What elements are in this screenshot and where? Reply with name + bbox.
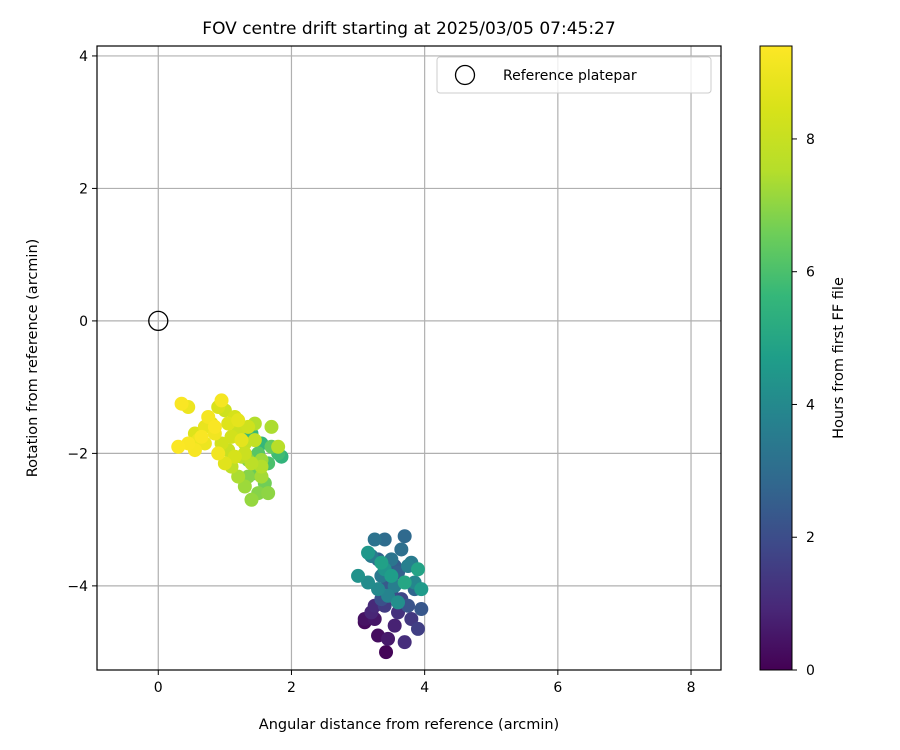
data-point (217, 456, 232, 471)
data-point (414, 602, 429, 617)
data-point (410, 621, 425, 636)
x-tick-label: 4 (420, 680, 429, 696)
legend-hollow-circle-icon (454, 64, 476, 86)
data-point (244, 492, 259, 507)
y-tick-label: 2 (79, 181, 88, 197)
colorbar-tick-label: 0 (806, 663, 815, 679)
data-point (211, 446, 226, 461)
colorbar-tick-label: 4 (806, 397, 815, 413)
data-point (371, 582, 386, 597)
plot-area (97, 46, 721, 670)
x-axis-label: Angular distance from reference (arcmin) (259, 717, 559, 733)
legend-label: Reference platepar (503, 68, 637, 84)
data-point (367, 532, 382, 547)
data-point (381, 631, 396, 646)
chart-title: FOV centre drift starting at 2025/03/05 … (202, 19, 615, 39)
x-axis-ticks: 0 2 4 6 8 (154, 670, 696, 696)
data-point (381, 588, 396, 603)
data-point (174, 396, 189, 411)
x-tick-label: 6 (553, 680, 562, 696)
data-point (397, 635, 412, 650)
data-point (214, 393, 229, 408)
colorbar-tick-label: 2 (806, 530, 815, 546)
data-point (264, 419, 279, 434)
colorbar-tick-label: 8 (806, 132, 815, 148)
data-point (391, 605, 406, 620)
y-tick-label: −4 (67, 579, 88, 595)
x-tick-label: 2 (287, 680, 296, 696)
data-point (410, 562, 425, 577)
data-point (397, 575, 412, 590)
data-point (234, 433, 249, 448)
legend-box (436, 56, 712, 94)
data-point (261, 486, 276, 501)
data-point (271, 439, 286, 454)
data-point (231, 469, 246, 484)
y-tick-label: −2 (67, 446, 88, 462)
data-point (397, 529, 412, 544)
y-tick-label: 0 (79, 314, 88, 330)
data-point (379, 645, 394, 660)
data-point (404, 611, 419, 626)
data-point (194, 429, 209, 444)
x-tick-label: 0 (154, 680, 163, 696)
data-point (207, 419, 222, 434)
colorbar-gradient (759, 45, 793, 671)
data-point (384, 568, 399, 583)
data-point (351, 568, 366, 583)
reference-platepar-marker (148, 310, 169, 332)
x-tick-label: 8 (687, 680, 696, 696)
data-point (254, 469, 269, 484)
data-point (387, 618, 402, 633)
data-point (391, 595, 406, 610)
data-point (414, 582, 429, 597)
data-point (361, 545, 376, 560)
data-point (394, 542, 409, 557)
data-point (237, 479, 252, 494)
legend: Reference platepar (436, 56, 712, 94)
reference-marker-layer (148, 310, 169, 332)
y-axis-label: Rotation from reference (arcmin) (25, 239, 41, 478)
data-point (227, 449, 242, 464)
y-axis-ticks: −4 −2 0 2 4 (67, 49, 97, 595)
data-point (231, 413, 246, 428)
data-point (244, 456, 259, 471)
colorbar-label: Hours from first FF file (831, 277, 847, 439)
colorbar-ticks: 0 2 4 6 8 (792, 132, 815, 679)
colorbar: 0 2 4 6 8 Hours from first FF file (759, 45, 847, 679)
data-point (241, 419, 256, 434)
data-point (377, 532, 392, 547)
data-point (201, 409, 216, 424)
data-point (247, 433, 262, 448)
data-point (171, 439, 186, 454)
plot-frame (96, 45, 722, 671)
data-point (374, 555, 389, 570)
data-points (171, 393, 429, 660)
data-point (361, 575, 376, 590)
y-tick-label: 4 (79, 49, 88, 65)
colorbar-tick-label: 6 (806, 265, 815, 281)
